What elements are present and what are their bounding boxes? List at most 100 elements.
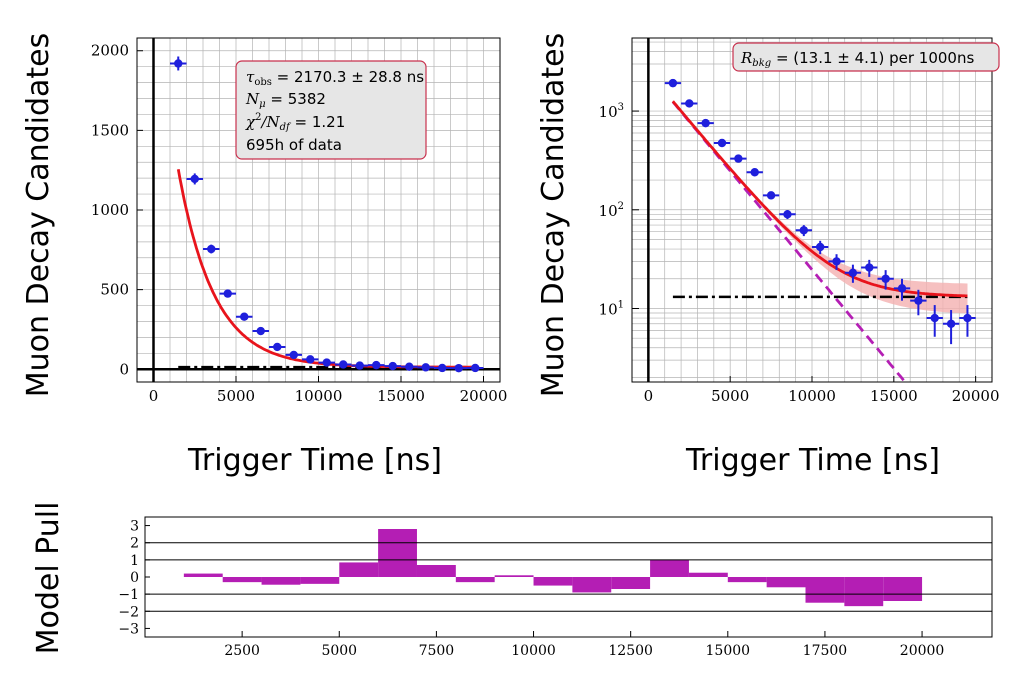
r-subscript: bkg bbox=[752, 58, 771, 69]
data-point bbox=[401, 362, 418, 371]
data-point bbox=[681, 99, 698, 108]
x-axis-title: Trigger Time [ns] bbox=[187, 443, 442, 478]
y-tick-label: 103 bbox=[599, 102, 624, 121]
x-tick-label: 17500 bbox=[803, 643, 848, 659]
data-point bbox=[434, 363, 451, 373]
grid bbox=[632, 38, 992, 382]
data-marker bbox=[865, 263, 874, 272]
y-tick-label: 1 bbox=[130, 553, 139, 569]
y-axis-title: Muon Decay Candidates bbox=[536, 33, 571, 398]
data-point bbox=[730, 154, 747, 163]
data-point bbox=[186, 173, 203, 185]
data-point bbox=[467, 363, 484, 373]
data-points bbox=[170, 56, 484, 373]
data-point bbox=[713, 138, 731, 148]
data-marker bbox=[930, 313, 939, 323]
data-point bbox=[269, 342, 286, 352]
tau-subscript: obs bbox=[254, 77, 272, 88]
data-point bbox=[942, 310, 960, 345]
data-point bbox=[861, 259, 878, 277]
reference-lines bbox=[145, 542, 992, 612]
linear-decay-panel: 0 5000 10000 15000 20000 0 500 1000 1500 2000 τob… bbox=[21, 33, 507, 478]
x-axis-title: Trigger Time [ns] bbox=[685, 443, 940, 478]
r-value: = (13.1 ± 4.1) per 1000ns bbox=[771, 49, 974, 67]
rbkg-line: Rbkg = (13.1 ± 4.1) per 1000ns bbox=[740, 49, 974, 69]
y-tick-label: 1000 bbox=[91, 201, 129, 219]
data-marker bbox=[815, 242, 825, 252]
data-marker bbox=[717, 138, 727, 148]
chi2-line: χ2/Ndf = 1.21 bbox=[245, 112, 345, 133]
data-point bbox=[795, 225, 812, 237]
n-symbol: N bbox=[245, 90, 260, 108]
data-marker bbox=[289, 350, 298, 360]
data-marker bbox=[372, 360, 381, 370]
x-tick-label: 5000 bbox=[711, 387, 749, 405]
data-marker bbox=[421, 363, 430, 372]
tick-base: 10 bbox=[599, 202, 618, 220]
pull-bar bbox=[378, 529, 417, 577]
x-tick-label: 7500 bbox=[419, 643, 455, 659]
pull-bar bbox=[416, 565, 456, 577]
data-point bbox=[335, 360, 352, 369]
x-tick-label: 2500 bbox=[224, 643, 260, 659]
data-marker bbox=[832, 257, 841, 266]
data-point bbox=[697, 118, 714, 128]
x-tick-label: 10000 bbox=[295, 387, 343, 405]
data-marker bbox=[405, 362, 414, 371]
data-point bbox=[219, 289, 236, 298]
y-tick-label: −1 bbox=[118, 587, 139, 603]
data-marker bbox=[471, 363, 480, 373]
data-point bbox=[762, 191, 780, 200]
y-tick-label: 2 bbox=[130, 536, 139, 552]
tau-line: τobs = 2170.3 ± 28.8 ns bbox=[246, 68, 424, 88]
model-pull-panel: 2500 5000 7500 10000 12500 15000 17500 20000−3−… bbox=[31, 502, 993, 659]
data-marker bbox=[881, 274, 890, 283]
pull-bar bbox=[339, 562, 379, 577]
r-symbol: R bbox=[740, 49, 752, 67]
data-marker bbox=[322, 358, 331, 367]
data-point bbox=[877, 270, 894, 290]
data-point bbox=[828, 254, 845, 271]
tick-base: 10 bbox=[599, 103, 618, 121]
data-point bbox=[844, 264, 862, 283]
data-marker bbox=[339, 360, 348, 369]
chi-value: = 1.21 bbox=[290, 113, 346, 131]
data-marker bbox=[766, 191, 776, 200]
data-marker bbox=[454, 363, 463, 373]
tick-base: 10 bbox=[599, 300, 618, 318]
pull-bar bbox=[650, 559, 689, 577]
tick-exponent: 2 bbox=[618, 201, 624, 212]
y-tick-label: 0 bbox=[119, 360, 129, 378]
x-tick-label: 0 bbox=[644, 387, 654, 405]
y-tick-label: −3 bbox=[118, 621, 139, 637]
y-tick-label: 102 bbox=[599, 201, 624, 220]
pull-bars bbox=[183, 529, 923, 607]
pull-bar bbox=[844, 577, 884, 607]
data-marker bbox=[783, 210, 792, 219]
data-marker bbox=[388, 361, 397, 371]
pull-bar bbox=[533, 577, 573, 586]
y-tick-label: −2 bbox=[118, 604, 139, 620]
data-point bbox=[910, 289, 927, 316]
y-tick-label: 500 bbox=[100, 281, 129, 299]
data-marker bbox=[174, 59, 183, 68]
data-point bbox=[893, 278, 911, 301]
pull-bar bbox=[883, 577, 923, 601]
pull-bar bbox=[805, 577, 845, 603]
data-marker bbox=[273, 342, 282, 352]
data-marker bbox=[799, 226, 809, 235]
axis-ticks: 0 5000 10000 15000 20000 0 500 1000 1500 2000 bbox=[91, 42, 508, 405]
y-tick-label: 0 bbox=[130, 570, 139, 586]
tick-exponent: 1 bbox=[618, 299, 624, 310]
pull-bar bbox=[300, 577, 340, 584]
pull-bar bbox=[261, 577, 301, 585]
data-marker bbox=[355, 361, 364, 370]
fit-curve bbox=[671, 100, 968, 298]
data-marker bbox=[914, 296, 923, 305]
data-point bbox=[664, 78, 682, 88]
x-tick-label: 15000 bbox=[870, 387, 918, 405]
data-point bbox=[203, 244, 220, 254]
pull-bar bbox=[766, 577, 806, 588]
data-marker bbox=[256, 326, 265, 336]
data-marker bbox=[848, 268, 858, 277]
